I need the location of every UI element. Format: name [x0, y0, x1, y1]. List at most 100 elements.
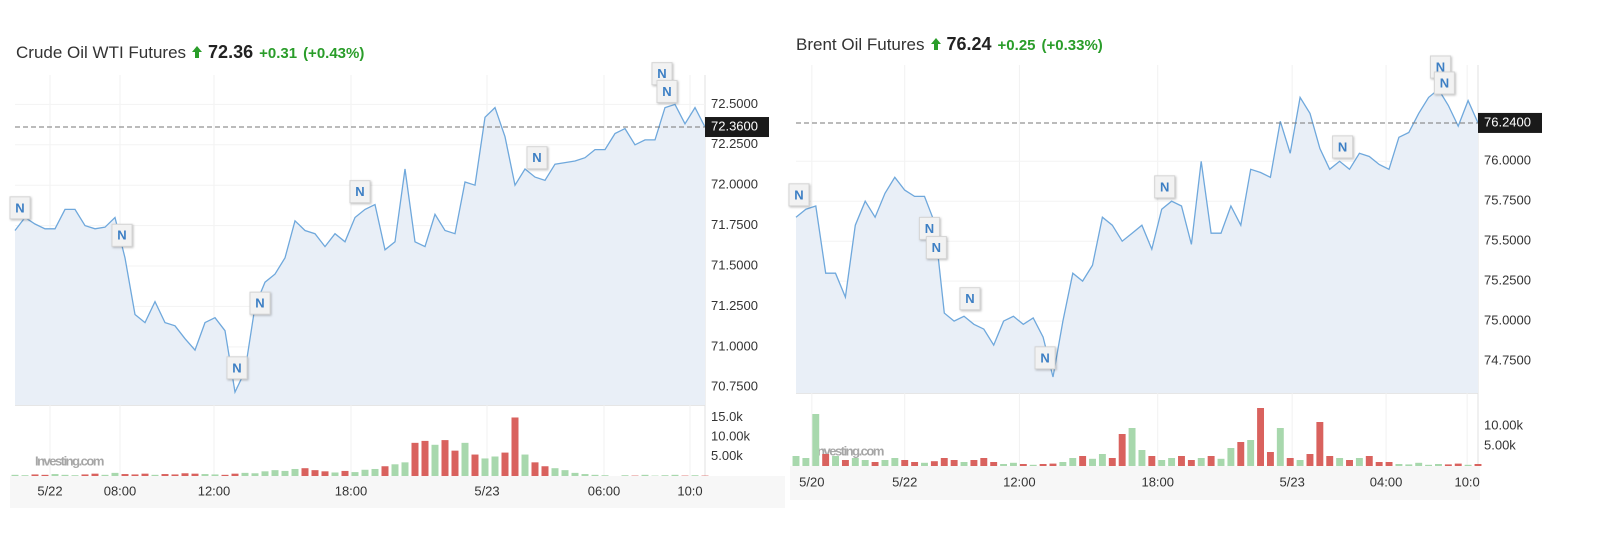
- news-label: N: [662, 84, 671, 99]
- volume-bar: [1326, 456, 1334, 466]
- volume-bar: [531, 462, 539, 476]
- volume-bar: [861, 460, 869, 466]
- volume-bar: [1049, 463, 1057, 466]
- volume-bar: [511, 417, 519, 476]
- watermark: Investing.com: [35, 453, 104, 468]
- volume-bar: [181, 473, 189, 476]
- volume-bar: [471, 454, 479, 476]
- volume-bar: [891, 458, 899, 466]
- last-price-label: 76.2400: [1484, 114, 1531, 129]
- volume-bar: [41, 474, 49, 476]
- volume-tick-label: 10.00k: [711, 428, 751, 443]
- volume-bar: [201, 474, 209, 476]
- volume-bar: [1128, 428, 1136, 466]
- news-label: N: [532, 150, 541, 165]
- volume-bar: [1108, 458, 1116, 466]
- x-tick-label: 18:00: [335, 483, 368, 498]
- volume-bar: [121, 474, 129, 476]
- volume-bar: [21, 475, 29, 476]
- volume-bar: [451, 450, 459, 476]
- news-label: N: [232, 360, 241, 375]
- volume-bar: [792, 456, 800, 466]
- news-marker: [349, 180, 371, 204]
- volume-bar: [261, 471, 269, 476]
- volume-bar: [812, 414, 820, 466]
- news-marker: [1154, 175, 1176, 199]
- y-tick-label: 74.7500: [1484, 352, 1531, 367]
- volume-bar: [331, 472, 339, 476]
- volume-bar: [832, 456, 839, 466]
- y-tick-label: 75.2500: [1484, 273, 1531, 288]
- x-tick-label: 10:0: [677, 483, 702, 498]
- change-pct: (+0.33%): [1041, 37, 1103, 54]
- volume-bar: [970, 460, 978, 466]
- volume-bar: [1454, 463, 1462, 466]
- volume-bar: [1385, 462, 1393, 466]
- volume-bar: [591, 474, 599, 476]
- last-price-box: [705, 117, 769, 138]
- news-label: N: [117, 228, 126, 243]
- y-tick-label: 71.5000: [711, 257, 758, 272]
- volume-bar: [950, 460, 958, 466]
- volume-bar: [1039, 464, 1047, 466]
- news-marker: [788, 183, 810, 207]
- volume-bar: [1019, 464, 1027, 466]
- y-tick-label: 72.5000: [711, 96, 758, 111]
- volume-bar: [1286, 458, 1294, 466]
- volume-bar: [351, 472, 359, 476]
- volume-bar: [311, 470, 319, 476]
- volume-bar: [1415, 462, 1423, 466]
- x-tick-label: 18:00: [1141, 474, 1174, 489]
- volume-bar: [1365, 456, 1373, 466]
- header: Crude Oil WTI Futures 72.36 +0.31 (+0.43…: [16, 42, 364, 63]
- volume-bar: [601, 475, 609, 476]
- volume-bar: [61, 474, 69, 476]
- volume-bar: [1336, 458, 1344, 466]
- volume-bar: [851, 458, 859, 466]
- area: [15, 104, 705, 406]
- volume-bar: [71, 475, 79, 476]
- news-label: N: [1040, 350, 1049, 365]
- price-line: [795, 88, 1479, 378]
- volume-bar: [1464, 464, 1472, 466]
- volume-bar: [1009, 462, 1017, 466]
- volume-bar: [431, 444, 439, 476]
- news-label: N: [15, 200, 24, 215]
- title: Brent Oil Futures: [796, 35, 925, 54]
- volume-bar: [911, 462, 919, 466]
- volume-bar: [481, 458, 489, 476]
- y-tick-label: 76.0000: [1484, 153, 1531, 168]
- news-label: N: [932, 240, 941, 255]
- volume-bar: [111, 472, 119, 476]
- volume-tick-label: 15.0k: [711, 409, 743, 424]
- y-tick-label: 72.2500: [711, 136, 758, 151]
- volume-bar: [1355, 458, 1363, 466]
- news-label: N: [794, 187, 803, 202]
- volume-bar: [661, 475, 669, 476]
- volume-bar: [251, 473, 259, 476]
- volume-bar: [361, 469, 369, 476]
- volume-bar: [491, 456, 499, 476]
- volume-bar: [1257, 408, 1265, 466]
- volume-bar: [1000, 464, 1008, 466]
- y-tick-label: 75.7500: [1484, 193, 1531, 208]
- watermark: Investing.com: [815, 443, 884, 458]
- x-tick-label: 5/20: [799, 474, 824, 489]
- y-tick-label: 70.7500: [711, 379, 758, 394]
- change: +0.31: [259, 45, 298, 62]
- volume-bar: [151, 474, 159, 476]
- volume-bar: [960, 462, 968, 466]
- volume-bar: [211, 474, 219, 476]
- x-tick-label: 5/23: [474, 483, 499, 498]
- news-marker: [1433, 71, 1455, 95]
- y-tick-label: 72.0000: [711, 177, 758, 192]
- volume-bar: [1098, 454, 1106, 466]
- volume-tick-label: 5.00k: [1484, 437, 1516, 452]
- volume-bar: [930, 461, 938, 466]
- last-price-label: 72.3600: [711, 118, 758, 133]
- up-arrow: [930, 38, 941, 50]
- news-label: N: [255, 296, 264, 311]
- news-label: N: [355, 184, 364, 199]
- news-label: N: [657, 66, 666, 81]
